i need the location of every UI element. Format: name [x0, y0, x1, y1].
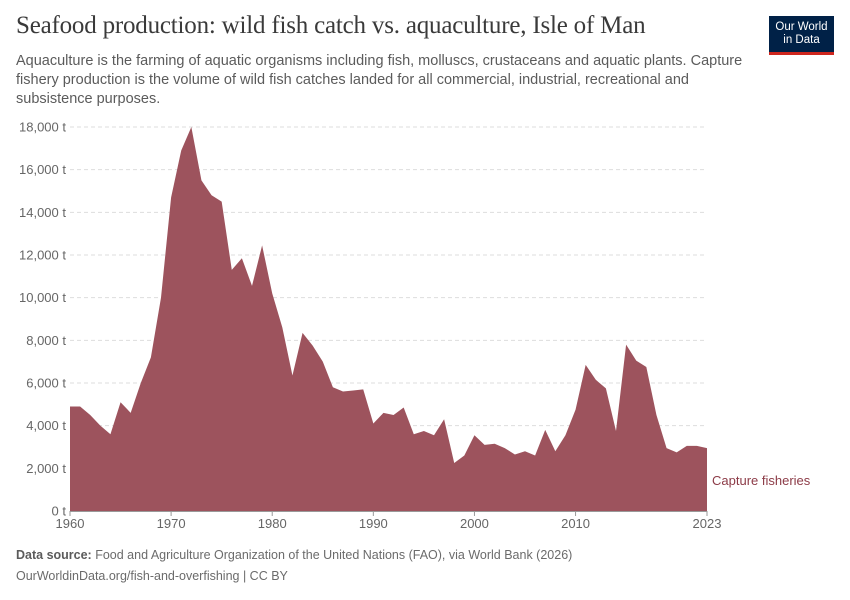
y-tick-label: 4,000 t	[26, 418, 66, 433]
y-tick-label: 16,000 t	[19, 162, 66, 177]
data-source-line: Data source: Food and Agriculture Organi…	[16, 548, 572, 562]
chart-subtitle: Aquaculture is the farming of aquatic or…	[16, 53, 743, 107]
data-source-label: Data source:	[16, 548, 92, 562]
x-tick-label: 1960	[56, 516, 85, 531]
y-tick-label: 8,000 t	[26, 333, 66, 348]
logo-line-2: in Data	[783, 34, 820, 46]
y-tick-label: 2,000 t	[26, 461, 66, 476]
x-tick-label: 2010	[561, 516, 590, 531]
series-area-capture-fisheries[interactable]	[70, 127, 707, 511]
y-tick-label: 12,000 t	[19, 248, 66, 263]
x-tick-label: 2000	[460, 516, 489, 531]
owid-logo[interactable]: Our World in Data	[769, 16, 834, 55]
y-tick-label: 10,000 t	[19, 290, 66, 305]
x-tick-label: 2023	[693, 516, 722, 531]
y-tick-label: 18,000 t	[19, 120, 66, 135]
attribution-line[interactable]: OurWorldinData.org/fish-and-overfishing …	[16, 569, 288, 583]
x-tick-label: 1980	[258, 516, 287, 531]
y-tick-label: 14,000 t	[19, 205, 66, 220]
data-source-text: Food and Agriculture Organization of the…	[95, 548, 573, 562]
series-label-capture-fisheries[interactable]: Capture fisheries	[712, 473, 811, 488]
chart-title: Seafood production: wild fish catch vs. …	[16, 12, 646, 39]
attribution-url[interactable]: OurWorldinData.org/fish-and-overfishing …	[16, 569, 288, 583]
logo-line-1: Our World	[775, 21, 828, 33]
x-tick-label: 1970	[157, 516, 186, 531]
y-tick-label: 6,000 t	[26, 376, 66, 391]
y-tick-label: 0 t	[52, 504, 67, 519]
x-tick-label: 1990	[359, 516, 388, 531]
